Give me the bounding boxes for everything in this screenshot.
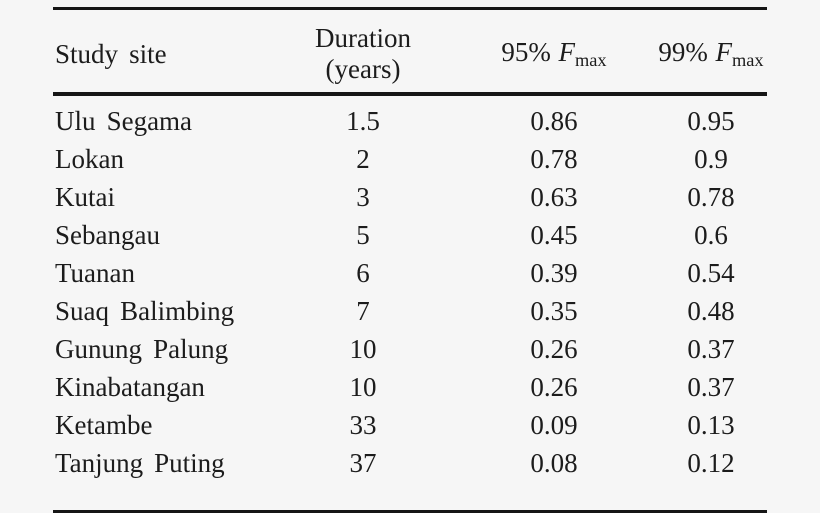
cell-f99: 0.78 (687, 181, 735, 212)
study-sites-table-container: Study site Duration (years) 95% Fmax 99% F… (53, 7, 767, 513)
cell-f99: 0.54 (687, 257, 735, 288)
table-row: Kinabatangan 10 0.26 0.37 (53, 368, 767, 406)
table-header: Study site Duration (years) 95% Fmax 99% F… (53, 10, 767, 96)
cell-f95: 0.45 (530, 219, 578, 250)
f95-symbol: F (558, 36, 575, 67)
table-row: Gunung Palung 10 0.26 0.37 (53, 330, 767, 368)
cell-f95: 0.26 (530, 371, 578, 402)
cell-duration: 10 (349, 371, 377, 402)
column-header-study-site: Study site (53, 10, 273, 96)
cell-f95: 0.35 (530, 295, 578, 326)
cell-site: Lokan (55, 143, 124, 174)
cell-site: Gunung Palung (55, 333, 229, 364)
column-header-duration: Duration (years) (273, 10, 453, 96)
cell-duration: 10 (349, 333, 377, 364)
f95-prefix: 95% (501, 36, 551, 67)
cell-f99: 0.13 (687, 409, 735, 440)
f99-subscript: max (731, 50, 764, 71)
cell-site: Kutai (55, 181, 115, 212)
cell-duration: 6 (356, 257, 370, 288)
table-row: Suaq Balimbing 7 0.35 0.48 (53, 292, 767, 330)
cell-f99: 0.48 (687, 295, 735, 326)
column-header-f99: 99% Fmax (655, 10, 767, 96)
cell-f95: 0.26 (530, 333, 578, 364)
cell-duration: 3 (356, 181, 370, 212)
cell-site: Sebangau (55, 219, 160, 250)
cell-f99: 0.12 (687, 447, 735, 478)
table-row: Kutai 3 0.63 0.78 (53, 178, 767, 216)
cell-site: Ulu Segama (55, 105, 193, 136)
f99-prefix: 99% (658, 36, 708, 67)
cell-f99: 0.9 (694, 143, 728, 174)
cell-f95: 0.63 (530, 181, 578, 212)
cell-f95: 0.39 (530, 257, 578, 288)
cell-duration: 33 (349, 409, 377, 440)
column-header-f95: 95% Fmax (453, 10, 655, 96)
table-row: Sebangau 5 0.45 0.6 (53, 216, 767, 254)
f99-symbol: F (715, 36, 732, 67)
table-row: Ulu Segama 1.5 0.86 0.95 (53, 94, 767, 140)
cell-duration: 1.5 (346, 105, 380, 136)
cell-site: Tuanan (55, 257, 136, 288)
cell-f99: 0.6 (694, 219, 728, 250)
table-row: Tuanan 6 0.39 0.54 (53, 254, 767, 292)
cell-f99: 0.37 (687, 333, 735, 364)
cell-f99: 0.95 (687, 105, 735, 136)
table-row: Lokan 2 0.78 0.9 (53, 140, 767, 178)
cell-duration: 5 (356, 219, 370, 250)
f95-subscript: max (574, 50, 607, 71)
table-row: Ketambe 33 0.09 0.13 (53, 406, 767, 444)
cell-f95: 0.08 (530, 447, 578, 478)
cell-f95: 0.86 (530, 105, 578, 136)
study-sites-table: Study site Duration (years) 95% Fmax 99% F… (53, 10, 767, 482)
cell-f99: 0.37 (687, 371, 735, 402)
table-body: Ulu Segama 1.5 0.86 0.95 Lokan 2 0.78 0.… (53, 94, 767, 482)
cell-site: Suaq Balimbing (55, 295, 235, 326)
cell-site: Ketambe (55, 409, 153, 440)
cell-duration: 7 (356, 295, 370, 326)
cell-f95: 0.09 (530, 409, 578, 440)
cell-duration: 37 (349, 447, 377, 478)
header-row: Study site Duration (years) 95% Fmax 99% F… (53, 10, 767, 96)
cell-site: Tanjung Puting (55, 447, 225, 478)
table-row: Tanjung Puting 37 0.08 0.12 (53, 444, 767, 482)
cell-duration: 2 (356, 143, 370, 174)
cell-site: Kinabatangan (55, 371, 205, 402)
cell-f95: 0.78 (530, 143, 578, 174)
